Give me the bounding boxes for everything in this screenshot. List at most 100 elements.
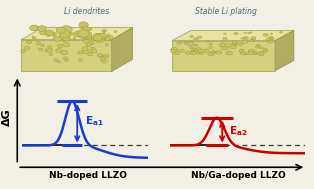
- Circle shape: [266, 38, 270, 40]
- Circle shape: [203, 49, 209, 52]
- Circle shape: [108, 35, 113, 39]
- Circle shape: [89, 28, 92, 30]
- Circle shape: [45, 49, 49, 52]
- Circle shape: [250, 32, 252, 33]
- Circle shape: [47, 35, 50, 37]
- Text: $\bf{E_{a2}}$: $\bf{E_{a2}}$: [229, 124, 247, 138]
- Circle shape: [48, 46, 51, 48]
- Circle shape: [94, 37, 97, 39]
- Circle shape: [56, 49, 62, 53]
- Circle shape: [93, 35, 103, 41]
- Circle shape: [79, 22, 88, 28]
- Circle shape: [53, 36, 61, 41]
- Circle shape: [240, 50, 244, 52]
- Circle shape: [251, 36, 256, 39]
- Circle shape: [106, 34, 111, 36]
- Circle shape: [263, 50, 268, 52]
- FancyBboxPatch shape: [21, 40, 112, 71]
- Circle shape: [179, 49, 184, 52]
- Circle shape: [51, 34, 55, 36]
- Circle shape: [225, 43, 232, 47]
- Circle shape: [244, 37, 247, 39]
- Circle shape: [105, 44, 108, 46]
- Circle shape: [268, 40, 273, 43]
- Polygon shape: [275, 30, 294, 71]
- Circle shape: [63, 43, 70, 47]
- Circle shape: [61, 50, 68, 55]
- Circle shape: [263, 33, 268, 36]
- Circle shape: [263, 48, 267, 50]
- Circle shape: [184, 42, 189, 45]
- Circle shape: [78, 35, 83, 37]
- Circle shape: [268, 36, 274, 40]
- Text: Nb-doped LLZO: Nb-doped LLZO: [49, 170, 127, 180]
- Polygon shape: [172, 30, 294, 40]
- Circle shape: [241, 38, 244, 39]
- Circle shape: [244, 52, 248, 55]
- Circle shape: [190, 36, 193, 37]
- Circle shape: [248, 32, 251, 34]
- Circle shape: [248, 52, 254, 55]
- Circle shape: [219, 43, 226, 47]
- Circle shape: [279, 31, 283, 33]
- Circle shape: [57, 44, 62, 48]
- Circle shape: [69, 32, 74, 36]
- Circle shape: [191, 52, 197, 55]
- Circle shape: [78, 59, 83, 62]
- Circle shape: [230, 45, 236, 49]
- Circle shape: [241, 52, 246, 55]
- Circle shape: [63, 36, 70, 41]
- Circle shape: [251, 37, 256, 40]
- Circle shape: [270, 33, 273, 34]
- Text: Nb/Ga-doped LLZO: Nb/Ga-doped LLZO: [191, 170, 286, 180]
- Circle shape: [192, 48, 198, 52]
- Circle shape: [102, 60, 107, 63]
- Circle shape: [196, 48, 202, 51]
- Circle shape: [84, 36, 89, 39]
- Circle shape: [52, 33, 57, 36]
- Circle shape: [250, 39, 253, 41]
- Circle shape: [248, 49, 255, 53]
- Circle shape: [45, 30, 53, 36]
- Circle shape: [211, 51, 215, 53]
- Circle shape: [56, 27, 66, 33]
- Circle shape: [63, 57, 68, 60]
- Circle shape: [81, 27, 90, 33]
- Circle shape: [232, 41, 237, 44]
- Circle shape: [90, 47, 95, 50]
- Circle shape: [252, 52, 258, 55]
- Circle shape: [100, 55, 105, 58]
- Circle shape: [255, 46, 260, 48]
- Circle shape: [61, 34, 65, 37]
- Circle shape: [194, 44, 198, 46]
- Circle shape: [193, 38, 197, 40]
- Circle shape: [223, 38, 228, 40]
- Circle shape: [74, 31, 83, 37]
- Circle shape: [91, 37, 95, 39]
- Circle shape: [224, 33, 226, 35]
- Circle shape: [174, 52, 179, 55]
- Circle shape: [257, 44, 260, 46]
- Circle shape: [62, 40, 66, 42]
- Circle shape: [86, 43, 91, 47]
- Circle shape: [198, 36, 202, 38]
- Circle shape: [61, 26, 72, 33]
- Circle shape: [20, 50, 25, 53]
- Text: $\bf{E_{a1}}$: $\bf{E_{a1}}$: [85, 115, 103, 128]
- Circle shape: [171, 49, 176, 53]
- Circle shape: [244, 32, 246, 33]
- Circle shape: [226, 51, 232, 55]
- Circle shape: [223, 37, 227, 39]
- Circle shape: [234, 32, 238, 35]
- Circle shape: [59, 30, 71, 38]
- Text: Stable Li plating: Stable Li plating: [195, 7, 257, 16]
- Circle shape: [91, 43, 95, 45]
- Circle shape: [208, 52, 214, 56]
- Circle shape: [80, 35, 85, 39]
- Circle shape: [232, 43, 237, 46]
- Circle shape: [54, 59, 58, 62]
- Circle shape: [65, 59, 68, 61]
- Circle shape: [100, 38, 103, 39]
- Circle shape: [46, 48, 53, 52]
- Circle shape: [96, 33, 106, 39]
